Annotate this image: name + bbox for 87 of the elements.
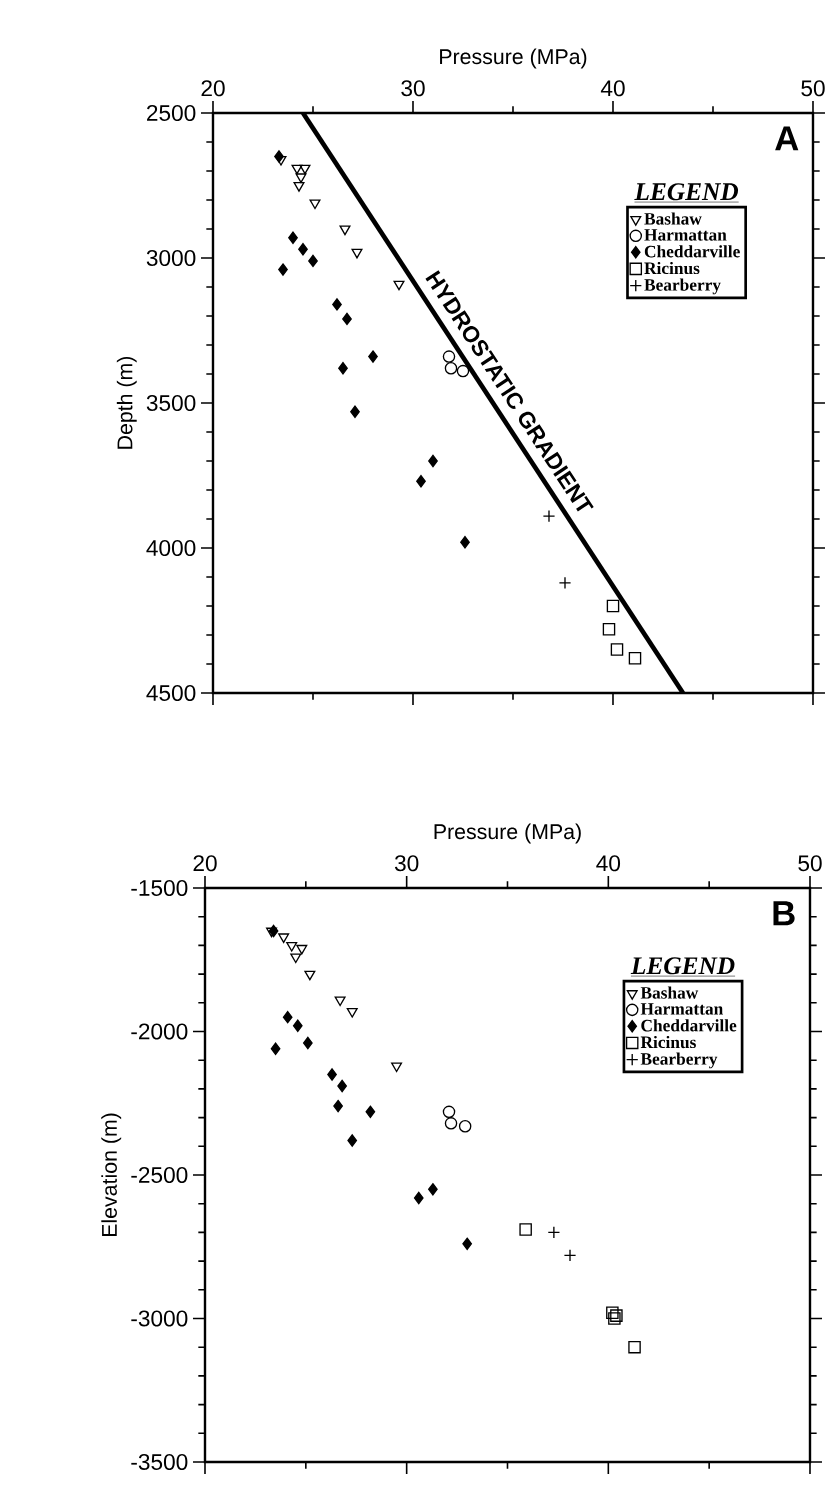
y-tick-label: 3500: [146, 394, 196, 412]
y-tick-label: -2500: [131, 1166, 188, 1184]
point: [628, 1340, 641, 1354]
point: [270, 1042, 281, 1055]
point: [298, 243, 308, 256]
point: [334, 996, 346, 1007]
point: [606, 599, 620, 613]
legend-label: Bashaw: [644, 212, 702, 225]
y-axis-title: Elevation (m): [101, 1113, 122, 1237]
point: [428, 1183, 438, 1196]
point: [606, 1306, 619, 1320]
legend-label: Cheddarville: [641, 1019, 737, 1032]
x-axis-title: Pressure (MPa): [440, 48, 587, 69]
point: [368, 350, 378, 363]
point: [292, 1019, 303, 1033]
point: [309, 199, 321, 210]
legend-label: Bearberry: [644, 278, 721, 295]
legend-label: Bearberry: [640, 1052, 718, 1069]
x-tick-label: 40: [600, 80, 625, 97]
y-tick-label: 2500: [147, 104, 196, 122]
point: [342, 312, 352, 326]
legend-label: Bashaw: [640, 986, 699, 999]
point: [610, 643, 624, 656]
y-tick-label: -3500: [131, 1453, 188, 1471]
point: [290, 953, 302, 964]
point: [444, 1117, 458, 1130]
point: [302, 1036, 313, 1050]
legend-label: Cheddarville: [644, 245, 740, 258]
point: [288, 231, 298, 244]
point: [296, 944, 308, 955]
point: [337, 1079, 347, 1093]
point: [339, 225, 351, 236]
point: [458, 1119, 472, 1133]
x-tick-label: 20: [201, 80, 225, 97]
y-axis-title: Depth (m): [116, 356, 137, 449]
point: [304, 970, 316, 981]
x-tick-label: 50: [801, 80, 825, 97]
point: [462, 1237, 473, 1251]
point: [393, 280, 405, 291]
point: [628, 651, 642, 665]
point: [286, 941, 298, 952]
point: [346, 1007, 358, 1018]
x-axis-title: Pressure (MPa): [434, 823, 581, 844]
point: [338, 361, 348, 375]
x-tick-label: 20: [193, 855, 217, 872]
y-tick-label: -3000: [131, 1310, 188, 1327]
legend-label: Harmattan: [640, 1003, 724, 1015]
x-tick-label: 50: [798, 855, 822, 872]
point: [278, 263, 288, 276]
point: [332, 298, 342, 311]
y-tick-label: 3000: [146, 249, 196, 267]
x-tick-label: 40: [596, 855, 621, 872]
legend-label: Harmattan: [644, 229, 727, 241]
point: [327, 1068, 337, 1081]
y-tick-label: -1500: [131, 879, 188, 897]
y-tick-label: 4000: [146, 539, 196, 557]
point: [347, 1134, 358, 1147]
legend-title: LEGEND: [630, 957, 735, 975]
point: [413, 1191, 424, 1205]
point: [442, 1105, 456, 1119]
point: [274, 150, 284, 163]
point: [291, 164, 303, 175]
point: [299, 164, 311, 175]
y-tick-label: 4500: [146, 684, 196, 702]
point: [416, 475, 426, 488]
x-tick-label: 30: [401, 80, 425, 97]
point: [428, 454, 438, 468]
annotation: A: [775, 126, 799, 151]
point: [308, 254, 318, 268]
point: [295, 173, 307, 184]
x-tick-label: 30: [394, 855, 419, 872]
point: [602, 622, 616, 636]
point: [293, 182, 305, 192]
point: [350, 405, 360, 418]
point: [351, 248, 363, 259]
point: [365, 1105, 376, 1119]
point: [460, 535, 470, 549]
y-tick-label: -2000: [131, 1023, 188, 1040]
point: [519, 1223, 532, 1236]
point: [282, 1010, 293, 1024]
legend-label: Ricinus: [640, 1035, 696, 1049]
point: [391, 1062, 403, 1073]
legend-title: LEGEND: [634, 183, 739, 201]
legend-label: Ricinus: [644, 261, 700, 275]
annotation: B: [773, 901, 795, 926]
point: [333, 1099, 343, 1113]
point: [278, 933, 290, 944]
